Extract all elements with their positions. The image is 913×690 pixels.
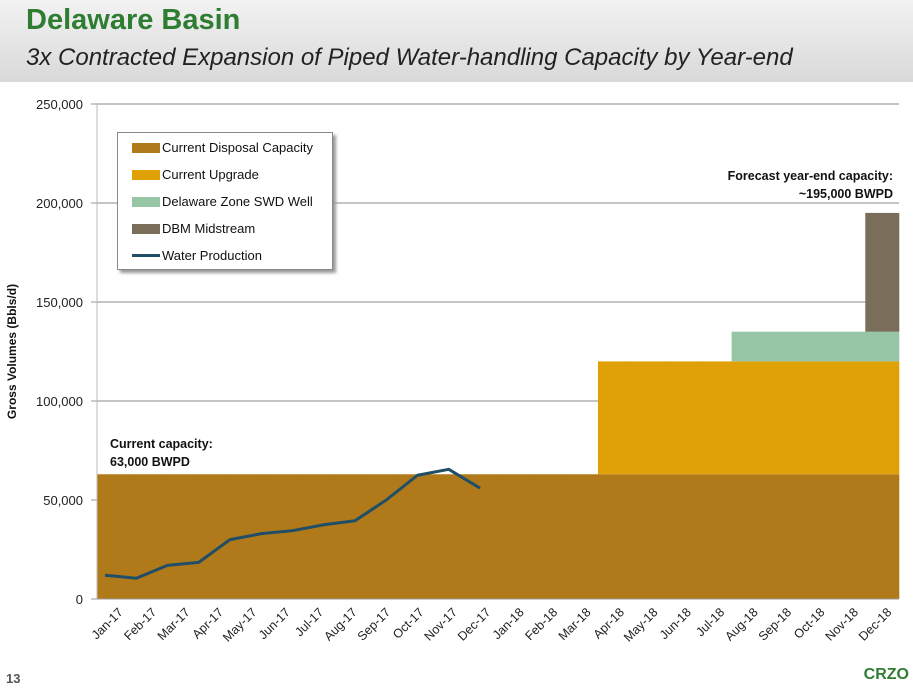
area-segment-current-disposal-capacity [664, 474, 699, 599]
x-tick-label: Mar-17 [155, 605, 193, 643]
x-tick-label: Feb-17 [121, 605, 159, 643]
x-tick-label: Mar-18 [556, 605, 594, 643]
area-segment-current-upgrade [865, 361, 900, 475]
x-tick-label: Feb-18 [522, 605, 560, 643]
x-tick-label: May-17 [220, 605, 259, 644]
area-segment-current-disposal-capacity [130, 474, 165, 599]
area-segment-current-disposal-capacity [831, 474, 866, 599]
y-tick-label: 250,000 [36, 97, 83, 112]
legend-label: Water Production [162, 248, 262, 263]
area-segment-current-upgrade [664, 361, 699, 475]
x-tick-label: Oct-18 [791, 605, 827, 641]
legend-swatch [132, 223, 160, 234]
area-segment-current-upgrade [631, 361, 666, 475]
x-tick-label: Sep-18 [756, 605, 794, 643]
area-segment-dbm-midstream [865, 212, 900, 332]
y-tick-label: 0 [76, 592, 83, 607]
area-segment-current-disposal-capacity [297, 474, 332, 599]
area-segment-current-upgrade [698, 361, 733, 475]
area-segment-current-disposal-capacity [765, 474, 800, 599]
x-tick-label: Oct-17 [390, 605, 426, 641]
area-segment-delaware-zone-swd-well [865, 331, 900, 362]
current-capacity-annotation: Current capacity: 63,000 BWPD [110, 435, 213, 471]
slide-subtitle: 3x Contracted Expansion of Piped Water-h… [26, 44, 793, 71]
y-tick-label: 150,000 [36, 295, 83, 310]
x-tick-label: Jan-18 [490, 605, 527, 642]
legend-swatch [132, 196, 160, 207]
area-segment-current-disposal-capacity [430, 474, 465, 599]
area-segment-current-disposal-capacity [330, 474, 365, 599]
x-tick-label: Nov-18 [823, 605, 861, 643]
area-segment-delaware-zone-swd-well [731, 331, 766, 362]
x-tick-label: Sep-17 [355, 605, 393, 643]
x-tick-label: Jan-17 [89, 605, 126, 642]
legend-label: Current Upgrade [162, 167, 259, 182]
legend-item: Current Disposal Capacity [132, 140, 313, 155]
annotation-line: Current capacity: [110, 437, 213, 451]
annotation-line: 63,000 BWPD [110, 455, 190, 469]
area-segment-current-disposal-capacity [464, 474, 499, 599]
legend-item: Current Upgrade [132, 167, 259, 182]
area-segment-current-disposal-capacity [397, 474, 432, 599]
area-segment-current-disposal-capacity [96, 474, 131, 599]
area-segment-delaware-zone-swd-well [831, 331, 866, 362]
area-segment-current-disposal-capacity [564, 474, 599, 599]
area-segment-current-disposal-capacity [597, 474, 632, 599]
legend-item: DBM Midstream [132, 221, 255, 236]
slide-title: Delaware Basin [26, 4, 241, 36]
area-segment-delaware-zone-swd-well [798, 331, 833, 362]
legend-item: Water Production [132, 248, 262, 263]
x-tick-label: Jun-17 [256, 605, 293, 642]
area-segment-current-upgrade [798, 361, 833, 475]
legend-label: DBM Midstream [162, 221, 256, 236]
annotation-line: ~195,000 BWPD [798, 187, 893, 201]
legend-swatch [132, 142, 160, 153]
y-tick-label: 50,000 [43, 493, 83, 508]
x-tick-label: Nov-17 [422, 605, 460, 643]
x-tick-label: Aug-18 [722, 605, 760, 643]
x-tick-label: May-18 [621, 605, 660, 644]
area-segment-current-upgrade [831, 361, 866, 475]
chart-legend: Current Disposal Capacity Current Upgrad… [117, 132, 333, 270]
legend-item: Delaware Zone SWD Well [132, 194, 313, 209]
legend-label: Current Disposal Capacity [162, 140, 314, 155]
area-segment-current-upgrade [765, 361, 800, 475]
area-segment-current-disposal-capacity [798, 474, 833, 599]
annotation-line: Forecast year-end capacity: [727, 169, 893, 183]
x-tick-label: Dec-17 [455, 605, 493, 643]
area-segment-current-disposal-capacity [497, 474, 532, 599]
area-segment-current-disposal-capacity [865, 474, 900, 599]
x-tick-label: Aug-17 [321, 605, 359, 643]
area-segment-current-upgrade [731, 361, 766, 475]
area-segment-current-disposal-capacity [631, 474, 666, 599]
area-segment-current-disposal-capacity [163, 474, 198, 599]
legend-label: Delaware Zone SWD Well [162, 194, 313, 209]
area-segment-delaware-zone-swd-well [765, 331, 800, 362]
area-segment-current-disposal-capacity [196, 474, 231, 599]
y-tick-label: 100,000 [36, 394, 83, 409]
area-segment-current-disposal-capacity [698, 474, 733, 599]
legend-swatch [132, 169, 160, 180]
legend-swatch [132, 254, 160, 257]
slide-header: Delaware Basin 3x Contracted Expansion o… [0, 0, 913, 82]
page-number: 13 [6, 671, 21, 686]
area-segment-current-disposal-capacity [531, 474, 566, 599]
forecast-capacity-annotation: Forecast year-end capacity: ~195,000 BWP… [728, 167, 893, 203]
x-tick-label: Dec-18 [856, 605, 894, 643]
area-segment-current-upgrade [597, 361, 632, 475]
company-logo: CRZO [863, 666, 909, 683]
area-segment-current-disposal-capacity [263, 474, 298, 599]
y-axis-title: Gross Volumes (Bbls/d) [5, 284, 19, 419]
y-tick-label: 200,000 [36, 196, 83, 211]
area-segment-current-disposal-capacity [731, 474, 766, 599]
x-tick-label: Jun-18 [657, 605, 694, 642]
